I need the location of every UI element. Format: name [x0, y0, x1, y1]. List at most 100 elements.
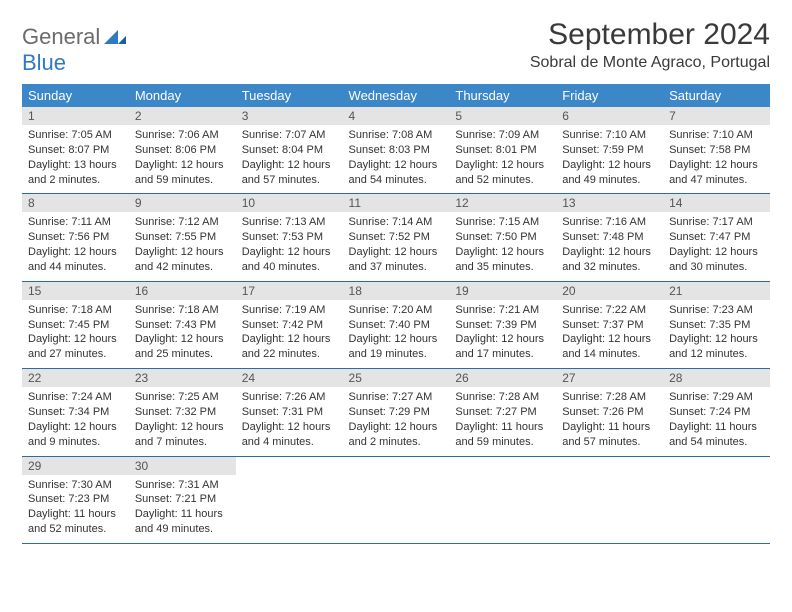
calendar-day-cell: 23Sunrise: 7:25 AMSunset: 7:32 PMDayligh… — [129, 369, 236, 456]
day-details: Sunrise: 7:28 AMSunset: 7:26 PMDaylight:… — [556, 387, 663, 455]
day-number: 13 — [556, 194, 663, 212]
day-details: Sunrise: 7:31 AMSunset: 7:21 PMDaylight:… — [129, 475, 236, 543]
day-number: 14 — [663, 194, 770, 212]
calendar-week-row: 29Sunrise: 7:30 AMSunset: 7:23 PMDayligh… — [22, 456, 770, 543]
day-number: 1 — [22, 107, 129, 125]
day-details: Sunrise: 7:19 AMSunset: 7:42 PMDaylight:… — [236, 300, 343, 368]
day-details: Sunrise: 7:23 AMSunset: 7:35 PMDaylight:… — [663, 300, 770, 368]
logo-triangle-icon — [104, 30, 126, 49]
day-number: 9 — [129, 194, 236, 212]
calendar-day-cell: 6Sunrise: 7:10 AMSunset: 7:59 PMDaylight… — [556, 107, 663, 194]
weekday-header: Friday — [556, 84, 663, 107]
day-number: 3 — [236, 107, 343, 125]
day-details: Sunrise: 7:22 AMSunset: 7:37 PMDaylight:… — [556, 300, 663, 368]
day-details: Sunrise: 7:15 AMSunset: 7:50 PMDaylight:… — [449, 212, 556, 280]
logo-text-general: General — [22, 24, 100, 49]
day-number: 30 — [129, 457, 236, 475]
day-details: Sunrise: 7:21 AMSunset: 7:39 PMDaylight:… — [449, 300, 556, 368]
day-number: 27 — [556, 369, 663, 387]
day-details: Sunrise: 7:10 AMSunset: 7:58 PMDaylight:… — [663, 125, 770, 193]
weekday-header: Saturday — [663, 84, 770, 107]
weekday-header-row: SundayMondayTuesdayWednesdayThursdayFrid… — [22, 84, 770, 107]
day-details: Sunrise: 7:17 AMSunset: 7:47 PMDaylight:… — [663, 212, 770, 280]
calendar-day-cell — [556, 456, 663, 543]
calendar-day-cell: 1Sunrise: 7:05 AMSunset: 8:07 PMDaylight… — [22, 107, 129, 194]
calendar-day-cell: 17Sunrise: 7:19 AMSunset: 7:42 PMDayligh… — [236, 281, 343, 368]
calendar-day-cell: 5Sunrise: 7:09 AMSunset: 8:01 PMDaylight… — [449, 107, 556, 194]
weekday-header: Monday — [129, 84, 236, 107]
day-number: 26 — [449, 369, 556, 387]
day-details: Sunrise: 7:07 AMSunset: 8:04 PMDaylight:… — [236, 125, 343, 193]
day-number: 8 — [22, 194, 129, 212]
day-details: Sunrise: 7:10 AMSunset: 7:59 PMDaylight:… — [556, 125, 663, 193]
day-number: 28 — [663, 369, 770, 387]
day-details: Sunrise: 7:30 AMSunset: 7:23 PMDaylight:… — [22, 475, 129, 543]
day-number: 10 — [236, 194, 343, 212]
day-details: Sunrise: 7:28 AMSunset: 7:27 PMDaylight:… — [449, 387, 556, 455]
weekday-header: Tuesday — [236, 84, 343, 107]
calendar-day-cell: 19Sunrise: 7:21 AMSunset: 7:39 PMDayligh… — [449, 281, 556, 368]
calendar-day-cell: 3Sunrise: 7:07 AMSunset: 8:04 PMDaylight… — [236, 107, 343, 194]
day-number: 24 — [236, 369, 343, 387]
calendar-week-row: 15Sunrise: 7:18 AMSunset: 7:45 PMDayligh… — [22, 281, 770, 368]
day-details: Sunrise: 7:11 AMSunset: 7:56 PMDaylight:… — [22, 212, 129, 280]
calendar-day-cell: 24Sunrise: 7:26 AMSunset: 7:31 PMDayligh… — [236, 369, 343, 456]
weekday-header: Wednesday — [343, 84, 450, 107]
calendar-table: SundayMondayTuesdayWednesdayThursdayFrid… — [22, 84, 770, 544]
day-number: 17 — [236, 282, 343, 300]
calendar-day-cell: 12Sunrise: 7:15 AMSunset: 7:50 PMDayligh… — [449, 194, 556, 281]
day-details: Sunrise: 7:27 AMSunset: 7:29 PMDaylight:… — [343, 387, 450, 455]
location: Sobral de Monte Agraco, Portugal — [530, 54, 770, 72]
calendar-day-cell: 11Sunrise: 7:14 AMSunset: 7:52 PMDayligh… — [343, 194, 450, 281]
day-details: Sunrise: 7:08 AMSunset: 8:03 PMDaylight:… — [343, 125, 450, 193]
calendar-day-cell: 4Sunrise: 7:08 AMSunset: 8:03 PMDaylight… — [343, 107, 450, 194]
day-details: Sunrise: 7:20 AMSunset: 7:40 PMDaylight:… — [343, 300, 450, 368]
day-number: 4 — [343, 107, 450, 125]
day-number: 18 — [343, 282, 450, 300]
day-number: 6 — [556, 107, 663, 125]
calendar-day-cell: 15Sunrise: 7:18 AMSunset: 7:45 PMDayligh… — [22, 281, 129, 368]
calendar-week-row: 1Sunrise: 7:05 AMSunset: 8:07 PMDaylight… — [22, 107, 770, 194]
calendar-day-cell — [663, 456, 770, 543]
calendar-day-cell — [236, 456, 343, 543]
title-block: September 2024 Sobral de Monte Agraco, P… — [530, 18, 770, 72]
day-number: 21 — [663, 282, 770, 300]
weekday-header: Sunday — [22, 84, 129, 107]
day-details: Sunrise: 7:14 AMSunset: 7:52 PMDaylight:… — [343, 212, 450, 280]
calendar-day-cell: 2Sunrise: 7:06 AMSunset: 8:06 PMDaylight… — [129, 107, 236, 194]
day-number: 19 — [449, 282, 556, 300]
calendar-day-cell — [343, 456, 450, 543]
day-number: 20 — [556, 282, 663, 300]
day-details: Sunrise: 7:29 AMSunset: 7:24 PMDaylight:… — [663, 387, 770, 455]
day-details: Sunrise: 7:06 AMSunset: 8:06 PMDaylight:… — [129, 125, 236, 193]
calendar-day-cell: 9Sunrise: 7:12 AMSunset: 7:55 PMDaylight… — [129, 194, 236, 281]
calendar-day-cell: 26Sunrise: 7:28 AMSunset: 7:27 PMDayligh… — [449, 369, 556, 456]
calendar-day-cell: 14Sunrise: 7:17 AMSunset: 7:47 PMDayligh… — [663, 194, 770, 281]
month-title: September 2024 — [530, 18, 770, 52]
day-number: 16 — [129, 282, 236, 300]
day-details: Sunrise: 7:25 AMSunset: 7:32 PMDaylight:… — [129, 387, 236, 455]
day-details: Sunrise: 7:12 AMSunset: 7:55 PMDaylight:… — [129, 212, 236, 280]
calendar-day-cell: 27Sunrise: 7:28 AMSunset: 7:26 PMDayligh… — [556, 369, 663, 456]
calendar-week-row: 22Sunrise: 7:24 AMSunset: 7:34 PMDayligh… — [22, 369, 770, 456]
calendar-day-cell: 30Sunrise: 7:31 AMSunset: 7:21 PMDayligh… — [129, 456, 236, 543]
day-details: Sunrise: 7:05 AMSunset: 8:07 PMDaylight:… — [22, 125, 129, 193]
day-details: Sunrise: 7:16 AMSunset: 7:48 PMDaylight:… — [556, 212, 663, 280]
calendar-day-cell: 13Sunrise: 7:16 AMSunset: 7:48 PMDayligh… — [556, 194, 663, 281]
calendar-day-cell: 20Sunrise: 7:22 AMSunset: 7:37 PMDayligh… — [556, 281, 663, 368]
calendar-day-cell: 22Sunrise: 7:24 AMSunset: 7:34 PMDayligh… — [22, 369, 129, 456]
day-number: 22 — [22, 369, 129, 387]
day-number: 25 — [343, 369, 450, 387]
calendar-day-cell: 7Sunrise: 7:10 AMSunset: 7:58 PMDaylight… — [663, 107, 770, 194]
day-details: Sunrise: 7:24 AMSunset: 7:34 PMDaylight:… — [22, 387, 129, 455]
logo-text-blue: Blue — [22, 50, 66, 75]
weekday-header: Thursday — [449, 84, 556, 107]
day-details: Sunrise: 7:18 AMSunset: 7:45 PMDaylight:… — [22, 300, 129, 368]
calendar-day-cell: 28Sunrise: 7:29 AMSunset: 7:24 PMDayligh… — [663, 369, 770, 456]
logo: General Blue — [22, 18, 126, 76]
calendar-day-cell: 18Sunrise: 7:20 AMSunset: 7:40 PMDayligh… — [343, 281, 450, 368]
day-number: 15 — [22, 282, 129, 300]
day-number: 29 — [22, 457, 129, 475]
calendar-day-cell — [449, 456, 556, 543]
day-number: 7 — [663, 107, 770, 125]
